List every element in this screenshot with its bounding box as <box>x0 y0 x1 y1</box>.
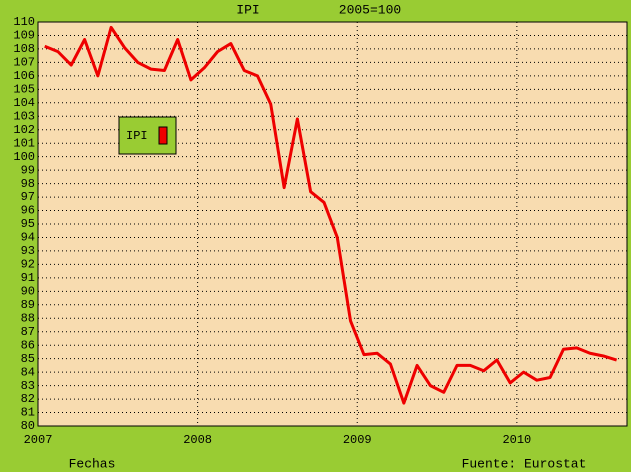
y-tick-label: 86 <box>21 338 35 352</box>
y-tick-label: 82 <box>21 392 35 406</box>
x-axis-label: Fechas <box>69 456 116 471</box>
y-tick-label: 91 <box>21 271 35 285</box>
y-tick-label: 95 <box>21 217 35 231</box>
y-tick-label: 102 <box>13 123 35 137</box>
y-tick-label: 108 <box>13 42 35 56</box>
y-tick-label: 109 <box>13 29 35 43</box>
y-tick-label: 90 <box>21 285 35 299</box>
y-tick-label: 81 <box>21 406 35 420</box>
y-tick-label: 96 <box>21 204 35 218</box>
y-tick-label: 85 <box>21 352 35 366</box>
x-tick-label: 2010 <box>502 433 531 447</box>
y-tick-label: 93 <box>21 244 35 258</box>
y-tick-label: 92 <box>21 258 35 272</box>
y-tick-label: 97 <box>21 190 35 204</box>
y-tick-label: 104 <box>13 96 35 110</box>
y-tick-label: 83 <box>21 379 35 393</box>
legend-label: IPI <box>126 129 148 143</box>
y-tick-label: 88 <box>21 311 35 325</box>
y-tick-label: 98 <box>21 177 35 191</box>
line <box>44 25 618 405</box>
y-tick-label: 84 <box>21 365 35 379</box>
y-tick-label: 89 <box>21 298 35 312</box>
legend-swatch <box>158 126 168 145</box>
y-tick-label: 101 <box>13 136 35 150</box>
y-tick-label: 106 <box>13 69 35 83</box>
y-tick-label: 100 <box>13 150 35 164</box>
x-tick-label: 2009 <box>343 433 372 447</box>
y-tick-label: 107 <box>13 56 35 70</box>
x-tick-label: 2008 <box>183 433 212 447</box>
y-tick-label: 110 <box>13 15 35 29</box>
y-tick-label: 87 <box>21 325 35 339</box>
y-tick-label: 80 <box>21 419 35 433</box>
chart-title: IPI <box>236 2 259 17</box>
x-tick-label: 2007 <box>24 433 53 447</box>
chart-subtitle: 2005=100 <box>339 2 401 17</box>
source: Fuente: Eurostat <box>462 456 587 471</box>
y-tick-label: 103 <box>13 109 35 123</box>
y-tick-label: 105 <box>13 83 35 97</box>
y-tick-label: 94 <box>21 231 35 245</box>
y-tick-label: 99 <box>21 163 35 177</box>
